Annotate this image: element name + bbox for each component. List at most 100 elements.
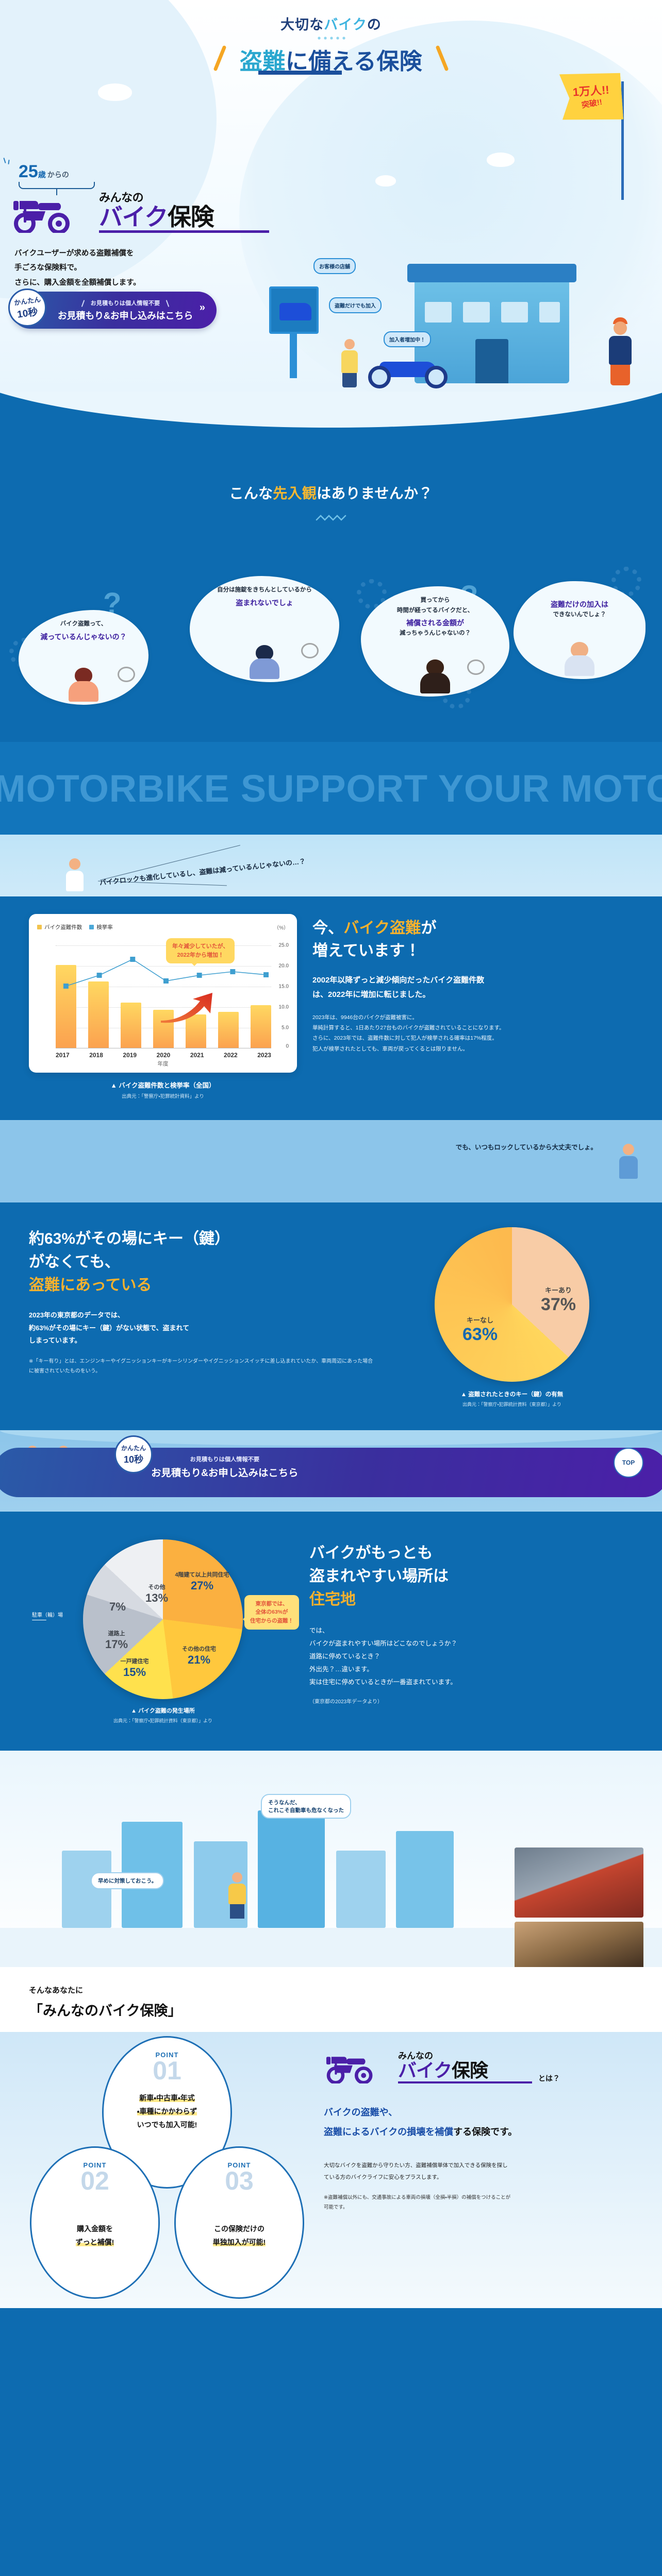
- x-tick-2020: 2020: [156, 1052, 171, 1059]
- y-tick-25: 25.0: [278, 942, 289, 948]
- location-fine-print: （東京都の2023年データより）: [309, 1699, 383, 1705]
- point-text-line2: ずっと補償!: [75, 2238, 114, 2246]
- age-badge: 25歳 からの: [19, 163, 95, 195]
- product-points-section: POINT 01 新車・中古車・年式 ・車種にかかわらず いつでも加入可能! P…: [0, 2032, 662, 2308]
- fine-line1: 2023年は、9946台のバイクが盗難被害に。: [312, 1014, 418, 1021]
- theft-statistics-section: バイクロックも進化しているし、盗難は減っているんじゃないの…？ バイク盗難件数 …: [0, 835, 662, 1120]
- person-head: [232, 1872, 242, 1883]
- person-body: [250, 658, 279, 679]
- point-text: 購入金額を ずっと補償!: [75, 2223, 114, 2249]
- hero-title-line2: 盗難に備える保険: [240, 43, 422, 76]
- mid-cta-button[interactable]: お見積もりは個人情報不要 お見積もり&お申し込みはこちら: [0, 1448, 662, 1497]
- point-text-line3: いつでも加入可能!: [137, 2120, 197, 2129]
- y-tick-15: 15.0: [278, 984, 289, 990]
- y-tick-10: 10.0: [278, 1004, 289, 1010]
- y-tick-20: 20.0: [278, 963, 289, 969]
- legend-label-arrest: 検挙率: [96, 924, 113, 930]
- slice-label: 一戸建住宅: [120, 1658, 149, 1665]
- bubble-text-highlight: 補償される金額が: [406, 619, 464, 628]
- motorcycle-icon: [326, 2057, 373, 2083]
- key-lead-line3: しまっています。: [29, 1336, 81, 1345]
- flag-pole: [621, 81, 624, 200]
- x-tick-2023: 2023: [257, 1052, 271, 1059]
- heading-highlight: 先入観: [273, 485, 317, 501]
- heading-pre: こんな: [229, 485, 273, 501]
- pie-label-name: キーあり: [544, 1286, 572, 1294]
- slice-value: 7%: [109, 1600, 126, 1613]
- bubble-text-highlight: 減っているんじゃないの？: [40, 632, 127, 641]
- person-body: [619, 1156, 638, 1179]
- theft-statistics-text: 今、バイク盗難が 増えています！ 2002年以降ずっと減少傾向だったバイク盗難件…: [312, 914, 633, 1054]
- scroll-to-top-button[interactable]: TOP: [614, 1448, 643, 1478]
- hero-title-insurance: に備える保険: [285, 49, 423, 74]
- point-text-line2: 単独加入が可能!: [212, 2238, 266, 2246]
- point-number: 03: [225, 2166, 254, 2195]
- legend-item-theft: バイク盗難件数: [37, 923, 82, 931]
- bubble-text-highlight: 盗難だけの加入は: [551, 600, 608, 608]
- heading-part-b: バイク盗難: [343, 920, 421, 937]
- brand-bike: バイク: [99, 204, 168, 230]
- landing-page: 大切なバイクの 盗難に備える保険 25歳 からの: [0, 0, 662, 2308]
- flag-line1: 1万人!!: [572, 83, 610, 98]
- wave-divider-icon: [316, 515, 346, 521]
- annotation-line2: 2022年から増加！: [177, 952, 224, 958]
- location-lead: では、 バイクが盗まれやすい場所はどこなのでしょうか？ 道路に停めているとき？ …: [309, 1624, 633, 1689]
- badge-bottom-label: 10秒: [123, 1454, 144, 1465]
- callout-shop: お客様の店舗: [313, 258, 356, 274]
- key-heading: 約63%がその場にキー（鍵） がなくても、 盗難にあっている: [29, 1227, 377, 1297]
- intro-line1: そんなあなたに: [29, 1986, 84, 1995]
- fine-line2: 単純計算すると、1日あたり27台ものバイクが盗難されていることになります。: [312, 1024, 505, 1031]
- cloud-icon: [98, 83, 132, 101]
- person-legs: [230, 1904, 244, 1919]
- annotation-line2: 全体の63%が: [255, 1609, 288, 1616]
- location-heading-highlight: 住宅地: [309, 1591, 356, 1608]
- thought-bubble: バイク盗難って、 減っているんじゃないの？: [19, 610, 148, 705]
- callout-sign: 加入者増加中！: [384, 331, 431, 347]
- badge-top-label: かんたん: [121, 1444, 146, 1452]
- heading-part-c: が: [421, 920, 437, 937]
- location-heading: バイクがもっとも 盗まれやすい場所は 住宅地: [309, 1541, 633, 1611]
- gridline: [56, 1007, 271, 1008]
- thought-bubble: 盗難だけの加入は できないんでしょ？: [514, 581, 646, 679]
- motorcycle-wheel: [368, 366, 391, 388]
- heading-post: はありませんか？: [317, 485, 433, 501]
- slice-value: 15%: [123, 1665, 146, 1679]
- intro-to-product-section: そんなあなたに 「みんなのバイク保険」: [0, 1967, 662, 2032]
- point-number: 01: [153, 2056, 181, 2085]
- brand-logo-text: みんなの バイク保険: [99, 189, 269, 233]
- age-from: からの: [47, 171, 69, 179]
- point-text-line1: 新車・中古車・年式: [139, 2094, 195, 2102]
- location-caption: ▲ バイク盗難の発生場所: [131, 1708, 195, 1714]
- age-unit: 歳: [38, 171, 46, 179]
- bar-series: [56, 936, 271, 1048]
- point-label: POINT: [155, 2051, 179, 2059]
- gridline: [56, 945, 271, 946]
- bubble-text-small2: できないんでしょ？: [553, 612, 606, 618]
- slice-label: 4階建て以上共同住宅: [175, 1572, 229, 1578]
- hero-cta[interactable]: お見積もりは個人情報不要 お見積もり&お申し込みはこちら » かんたん 10秒: [8, 289, 217, 329]
- x-axis-title: 年度: [157, 1061, 169, 1067]
- leader-label: 駐車（輪）場: [32, 1613, 63, 1618]
- product-note: ※盗難補償以外にも、交通事故による車両の損壊（全損・半損）の補償をつけることが …: [324, 2193, 637, 2212]
- brand-logo: みんなの バイク保険: [10, 189, 269, 233]
- thought-bubble: 買ってから 時間が経ってるバイクだと、 補償される金額が 減っちゃうんじゃないの…: [361, 586, 509, 697]
- point-text-line1: 購入金額を: [76, 2225, 113, 2233]
- location-source: 出典元：「警察庁・犯罪統計資料（東京都）」より: [113, 1718, 212, 1723]
- slice-label: その他: [148, 1584, 166, 1590]
- lead-line1: 2002年以降ずっと減少傾向だったバイク盗難件数: [312, 976, 485, 985]
- city-speech-bubble-1: そうなんだ、 これこそ自動車も危なくなった: [261, 1794, 351, 1819]
- fine-line3: さらに、2023年では、盗難件数に対して犯人が検挙される確率は17%程度。: [312, 1035, 498, 1042]
- bar-chart-card: バイク盗難件数 検挙率 （%）: [29, 914, 297, 1073]
- hero-title-theft: 盗難: [239, 49, 286, 74]
- person-head: [75, 668, 92, 683]
- person-head: [426, 659, 444, 675]
- city-speech-bubble-2: 早めに対策しておこう。: [91, 1872, 164, 1889]
- key-presence-pie-chart: キーなし 63% キーあり 37%: [435, 1227, 589, 1382]
- decorative-dots: [316, 37, 346, 40]
- sign-pole: [290, 332, 297, 378]
- brand-underline: [99, 230, 269, 233]
- motorcycle-wheel: [425, 366, 448, 388]
- marquee-band: YOUR MOTORBIKE SUPPORT YOUR MOTORBIKE SU…: [0, 742, 662, 835]
- lead-line2: は、2022年に増加に転じました。: [312, 990, 431, 999]
- preconception-heading: こんな先入観はありませんか？: [0, 482, 662, 521]
